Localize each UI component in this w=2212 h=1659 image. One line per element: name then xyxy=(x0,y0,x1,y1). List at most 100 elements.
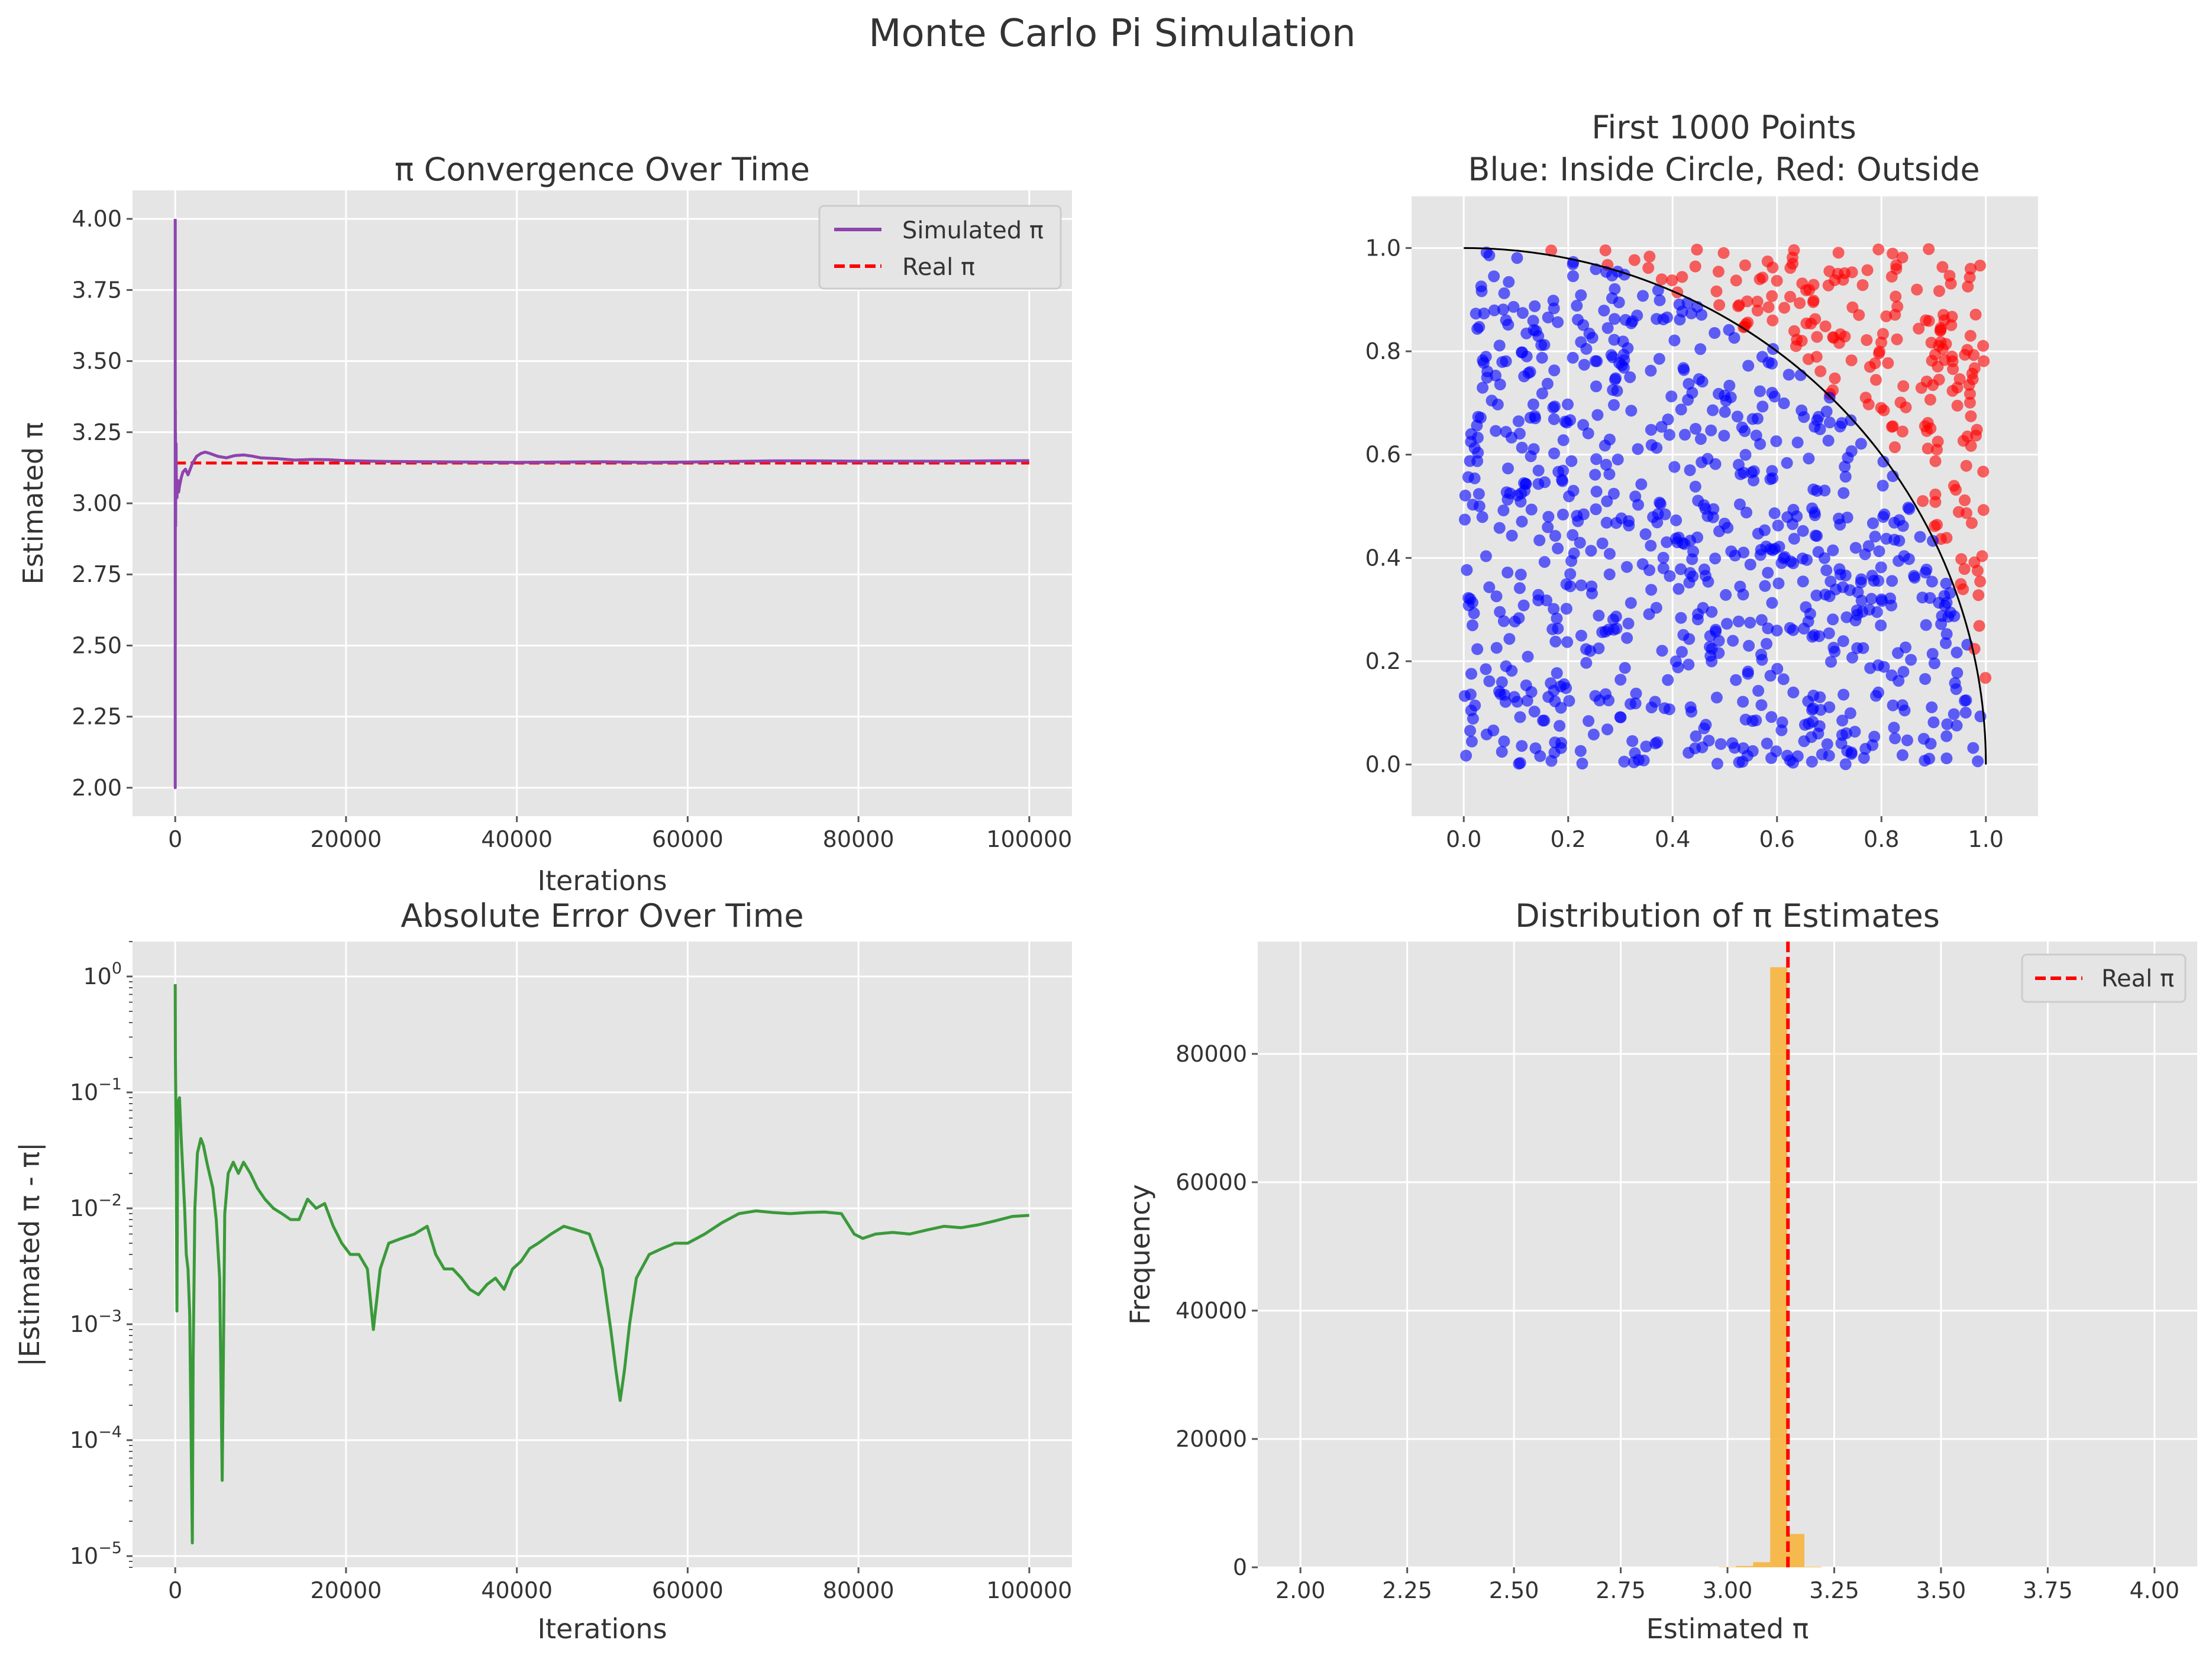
point-inside xyxy=(1720,394,1732,407)
point-inside xyxy=(1542,510,1555,523)
point-outside xyxy=(1929,455,1942,467)
point-inside xyxy=(1501,567,1514,578)
point-inside xyxy=(1730,674,1742,686)
x-tick-label: 0.8 xyxy=(1864,826,1899,852)
point-inside xyxy=(1709,327,1721,339)
point-inside xyxy=(1493,339,1506,352)
point-inside xyxy=(1877,480,1889,492)
point-inside xyxy=(1497,615,1510,628)
distribution-bars xyxy=(1719,967,1822,1567)
point-inside xyxy=(1608,399,1620,411)
point-inside xyxy=(1609,283,1621,295)
point-inside xyxy=(1676,646,1688,658)
y-tick-label: 60000 xyxy=(1176,1169,1247,1195)
point-inside xyxy=(1661,311,1673,324)
point-inside xyxy=(1603,568,1616,581)
point-inside xyxy=(1694,433,1707,445)
point-outside xyxy=(1872,243,1885,256)
point-outside xyxy=(1784,290,1796,303)
point-outside xyxy=(1713,299,1726,311)
point-inside xyxy=(1590,453,1603,465)
point-inside xyxy=(1458,690,1471,702)
point-inside xyxy=(1625,597,1637,609)
point-inside xyxy=(1766,387,1778,399)
point-inside xyxy=(1802,615,1814,628)
point-outside xyxy=(1856,279,1869,291)
point-outside xyxy=(1955,578,1967,590)
histogram-bar xyxy=(1787,1534,1804,1567)
point-inside xyxy=(1596,626,1609,638)
point-inside xyxy=(1599,439,1611,452)
x-tick-label: 3.25 xyxy=(1809,1577,1859,1603)
point-inside xyxy=(1740,506,1752,519)
point-outside xyxy=(1977,504,1990,516)
point-inside xyxy=(1809,529,1822,542)
error-title: Absolute Error Over Time xyxy=(401,897,803,934)
point-inside xyxy=(1529,742,1542,755)
distribution-legend: Real π xyxy=(2021,953,2187,1003)
point-inside xyxy=(1631,309,1643,322)
convergence-legend: Simulated π Real π xyxy=(818,205,1062,290)
y-tick-label: 0.2 xyxy=(1365,648,1401,674)
point-inside xyxy=(1502,463,1514,474)
point-inside xyxy=(1702,575,1714,588)
point-inside xyxy=(1516,441,1528,454)
point-inside xyxy=(1480,550,1492,562)
point-inside xyxy=(1927,716,1940,729)
point-inside xyxy=(1513,582,1526,594)
point-inside xyxy=(1834,421,1846,433)
point-inside xyxy=(1515,568,1527,581)
point-inside xyxy=(1926,701,1938,713)
point-inside xyxy=(1507,300,1520,313)
point-inside xyxy=(1777,552,1790,564)
point-inside xyxy=(1601,723,1613,736)
point-inside xyxy=(1516,515,1528,528)
point-inside xyxy=(1564,568,1577,580)
y-tick-label: 2.50 xyxy=(72,632,122,658)
point-inside xyxy=(1525,450,1537,463)
point-inside xyxy=(1548,364,1561,377)
point-inside xyxy=(1603,468,1616,480)
y-tick-label: 0.8 xyxy=(1365,338,1401,364)
point-inside xyxy=(1721,617,1733,630)
y-tick-label: 2.75 xyxy=(72,561,122,587)
point-inside xyxy=(1750,429,1762,442)
x-tick-label: 40000 xyxy=(481,1577,553,1603)
point-inside xyxy=(1608,334,1620,346)
point-inside xyxy=(1951,667,1964,679)
x-tick-label: 60000 xyxy=(652,826,724,852)
point-inside xyxy=(1567,529,1579,541)
point-inside xyxy=(1468,607,1480,619)
point-inside xyxy=(1603,548,1616,560)
x-tick-label: 20000 xyxy=(310,826,382,852)
point-inside xyxy=(1609,313,1621,325)
x-tick-label: 3.50 xyxy=(1916,1577,1966,1603)
point-inside xyxy=(1678,364,1690,376)
point-inside xyxy=(1541,377,1554,390)
point-inside xyxy=(1488,304,1500,316)
point-inside xyxy=(1924,738,1937,750)
point-inside xyxy=(1598,305,1610,317)
point-outside xyxy=(1946,355,1959,367)
point-inside xyxy=(1733,498,1746,510)
point-outside xyxy=(1880,310,1893,322)
point-inside xyxy=(1490,425,1502,437)
point-inside xyxy=(1889,732,1901,745)
point-inside xyxy=(1725,545,1738,558)
point-outside xyxy=(1800,317,1813,329)
point-outside xyxy=(1890,290,1902,303)
point-inside xyxy=(1478,308,1490,319)
y-tick-label: 3.25 xyxy=(72,419,122,445)
point-outside xyxy=(1955,553,1968,565)
point-inside xyxy=(1640,740,1652,753)
point-inside xyxy=(1652,508,1664,520)
series-absolute-error xyxy=(173,984,1029,1545)
point-inside xyxy=(1462,471,1474,483)
point-inside xyxy=(1758,524,1771,536)
scatter-ticks: 0.0 0.2 0.4 0.6 0.8 1.0 0.0 0.2 0.4 0.6 0.8 1.0 xyxy=(1365,235,2004,852)
point-inside xyxy=(1632,443,1644,455)
point-inside xyxy=(1661,536,1673,548)
point-inside xyxy=(1562,398,1574,410)
point-inside xyxy=(1552,316,1564,328)
error-plot-area xyxy=(133,942,1072,1567)
